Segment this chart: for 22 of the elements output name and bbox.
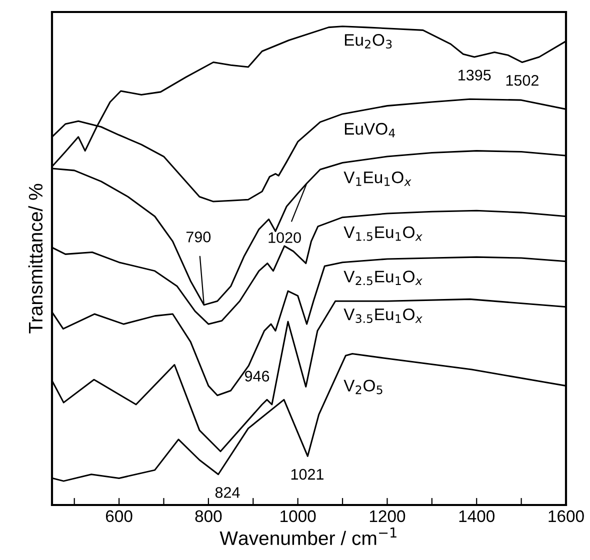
series-label: Eu$_{2}$O$_{3}$ bbox=[344, 34, 392, 49]
series-label: V$_{2.5}$Eu$_{1}$O$_{x}$ bbox=[344, 270, 422, 286]
x-tick-label: 1400 bbox=[459, 510, 494, 522]
annotation: 946 bbox=[244, 370, 270, 382]
x-tick-label: 1000 bbox=[280, 510, 316, 522]
series-label: V$_{3.5}$Eu$_{1}$O$_{x}$ bbox=[344, 308, 422, 323]
annotation: 790 bbox=[186, 232, 211, 242]
x-tick-label: 1200 bbox=[370, 510, 406, 522]
annotation: 1502 bbox=[506, 74, 538, 86]
series-label: V$_{1}$Eu$_{1}$O$_{x}$ bbox=[344, 171, 412, 186]
series-label: EuVO$_{4}$ bbox=[344, 122, 395, 138]
annotation: 824 bbox=[215, 487, 240, 498]
series-label: V$_{2}$O$_{5}$ bbox=[344, 380, 382, 394]
y-axis-title: Transmittance/ % bbox=[28, 184, 43, 334]
x-tick-label: 1600 bbox=[548, 510, 584, 522]
series-label: V$_{1.5}$Eu$_{1}$O$_{x}$ bbox=[344, 226, 422, 241]
annotation: 1395 bbox=[458, 70, 491, 81]
x-tick-label: 600 bbox=[106, 510, 132, 522]
annotation: 1021 bbox=[291, 468, 324, 480]
x-tick-label: 800 bbox=[195, 510, 222, 522]
x-axis-title: Wavenumber / cm$^{−1}$ bbox=[220, 528, 396, 546]
annotation: 1020 bbox=[268, 232, 301, 244]
